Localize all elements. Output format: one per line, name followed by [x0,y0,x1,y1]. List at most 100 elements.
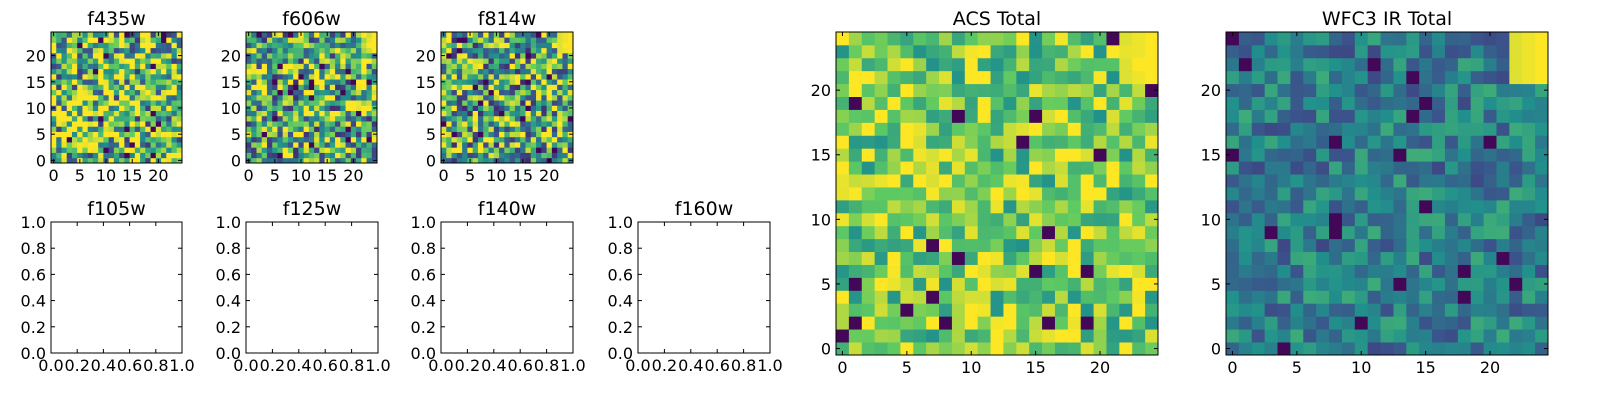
heatmap-cell [98,100,104,106]
heatmap-cell [567,63,574,70]
heatmap-cell [509,84,516,91]
heatmap-cell [456,115,463,122]
heatmap-cell [1393,96,1407,110]
heatmap-cell [166,73,172,80]
heatmap-cell [977,109,991,123]
x-tick-label: 20 [148,166,168,185]
heatmap-cell [261,121,268,127]
heatmap-cell [1444,342,1459,356]
heatmap-cell [1226,225,1240,240]
heatmap-cell [1042,251,1056,265]
heatmap-cell [1380,83,1394,97]
heatmap-cell [303,131,310,138]
heatmap-cell [98,152,104,159]
heatmap-cell [166,58,172,64]
heatmap-cell [913,44,927,59]
heatmap-cell [939,264,953,278]
heatmap-cell [861,329,876,343]
heatmap-cell [1470,187,1484,201]
heatmap-cell [441,100,447,106]
heatmap-cell [1316,290,1330,304]
heatmap-cell [277,52,284,59]
heatmap-cell [251,52,257,59]
heatmap-cell [499,157,505,164]
heatmap-cell [900,225,914,240]
heatmap-cell [92,147,99,153]
heatmap-cell [272,89,278,96]
heatmap-cell [1419,238,1433,253]
heatmap-cell [525,121,532,127]
heatmap-cell [536,94,542,101]
heatmap-cell [977,96,991,110]
heatmap-cell [499,126,505,132]
heatmap-cell [251,79,257,85]
heatmap-cell [1406,174,1420,188]
heatmap-cell [530,147,537,153]
heatmap-cell [1483,251,1497,265]
heatmap-cell [1419,251,1433,265]
heatmap-cell [303,47,310,54]
heatmap-cell [1145,161,1159,175]
heatmap-cell [1457,109,1472,123]
heatmap-cell [166,68,172,75]
heatmap-cell [335,100,341,106]
heatmap-cell [277,105,284,111]
heatmap-cell [129,110,136,117]
heatmap-cell [441,42,447,49]
heatmap-cell [1393,303,1407,317]
heatmap-cell [266,42,273,49]
heatmap-cell [509,94,516,101]
heatmap-cell [98,136,104,143]
heatmap-cell [1145,251,1159,265]
heatmap-cell [98,89,104,96]
heatmap-cell [77,79,83,85]
heatmap-cell [1093,174,1107,188]
heatmap-cell [124,63,130,70]
heatmap-cell [1054,225,1069,240]
heatmap-cell [1432,238,1446,253]
heatmap-cell [150,89,157,96]
heatmap-cell [1251,109,1266,123]
heatmap-cell [1380,277,1394,291]
heatmap-cell [287,63,294,70]
heatmap-cell [166,79,172,85]
heatmap-cell [1290,238,1304,253]
heatmap-cell [251,121,257,127]
heatmap-cell [1106,187,1120,201]
heatmap-cell [1380,212,1394,227]
heatmap-cell [1457,174,1472,188]
heatmap-cell [293,52,299,59]
heatmap-cell [287,68,294,75]
heatmap-cell [108,105,115,111]
heatmap-cell [150,63,157,70]
heatmap-cell [246,147,252,153]
heatmap-cell [900,44,914,59]
heatmap-cell [1367,161,1381,175]
heatmap-cell [493,110,500,117]
heatmap-cell [140,152,146,159]
heatmap-cell [913,342,927,356]
heatmap-cell [356,100,362,106]
heatmap-cell [1393,135,1407,149]
panel-title: f435w [87,8,146,30]
heatmap-cell [1316,342,1330,356]
heatmap-cell [1054,303,1069,317]
heatmap-cell [92,121,99,127]
heatmap-cell [1093,109,1107,123]
heatmap-cell [1054,161,1069,175]
heatmap-cell [483,73,489,80]
heatmap-cell [345,68,352,75]
heatmap-cell [350,68,357,75]
heatmap-cell [1119,109,1133,123]
heatmap-cell [176,94,183,101]
heatmap-cell [51,110,57,117]
heatmap-cell [171,63,178,70]
heatmap-cell [1067,32,1082,46]
heatmap-cell [1496,70,1510,85]
heatmap-cell [1119,135,1133,149]
heatmap-cell [990,303,1004,317]
heatmap-cell [261,89,268,96]
heatmap-cell [1277,174,1291,188]
heatmap-cell [1316,212,1330,227]
heatmap-cell [1029,174,1043,188]
